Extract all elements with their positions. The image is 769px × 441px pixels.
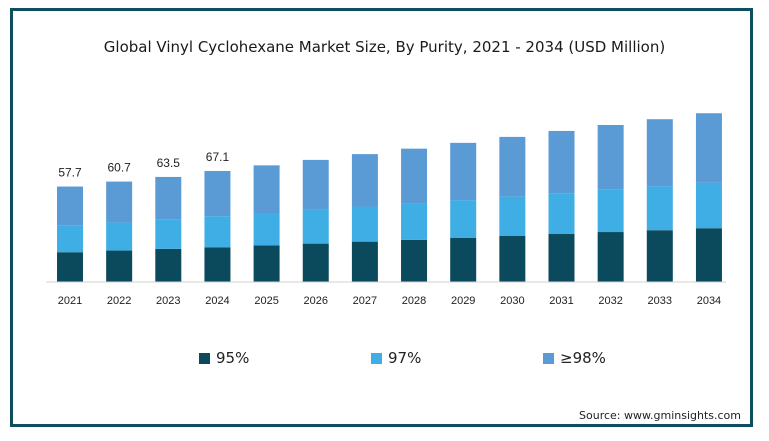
x-tick-2024: 2024 — [205, 295, 229, 307]
bar-2033-series-2 — [646, 119, 673, 187]
x-tick-2023: 2023 — [156, 295, 180, 307]
legend-item-98: ≥98% — [543, 349, 606, 367]
bar-2027-series-1 — [351, 206, 378, 242]
bar-2023-series-1 — [155, 219, 182, 249]
legend-swatch-97 — [371, 352, 382, 364]
bar-2031-series-2 — [548, 130, 575, 194]
legend-label-95: 95% — [216, 349, 250, 367]
bar-2028-series-2 — [401, 148, 428, 204]
legend-item-97: 97% — [371, 349, 421, 367]
bar-2023-series-2 — [155, 176, 182, 220]
bar-2021-series-2 — [57, 186, 83, 226]
total-label-2022: 60.7 — [107, 161, 131, 175]
bar-2033-series-0 — [646, 230, 673, 282]
x-tick-2028: 2028 — [402, 295, 426, 307]
bar-2021-series-0 — [57, 252, 83, 282]
bar-2025-series-2 — [253, 165, 280, 214]
bar-2023-series-0 — [155, 248, 182, 282]
legend-label-97: 97% — [388, 349, 422, 367]
bar-2032-series-0 — [597, 232, 624, 282]
chart-title: Global Vinyl Cyclohexane Market Size, By… — [103, 38, 666, 56]
x-tick-2031: 2031 — [549, 295, 573, 307]
bar-2026-series-0 — [302, 243, 329, 282]
bar-2027-series-0 — [351, 241, 378, 282]
legend-swatch-95 — [199, 352, 210, 364]
bar-2031-series-0 — [548, 234, 575, 282]
bar-2030-series-0 — [499, 236, 526, 282]
bar-2034-series-2 — [695, 113, 722, 183]
bar-2024-series-1 — [204, 216, 231, 248]
x-tick-2022: 2022 — [107, 295, 131, 307]
bar-2028-series-0 — [401, 239, 428, 282]
x-tick-2029: 2029 — [451, 295, 475, 307]
x-tick-2027: 2027 — [353, 295, 377, 307]
legend-swatch-98 — [543, 352, 554, 364]
x-tick-2033: 2033 — [648, 295, 672, 307]
x-tick-2021: 2021 — [58, 295, 82, 307]
total-label-2021: 57.7 — [58, 166, 82, 180]
total-label-2023: 63.5 — [157, 156, 181, 170]
bar-2022-series-2 — [106, 181, 133, 223]
bar-2022-series-1 — [106, 222, 133, 251]
bar-2034-series-0 — [695, 228, 722, 282]
total-label-2024: 67.1 — [206, 150, 230, 164]
source-note: Source: www.gminsights.com — [579, 409, 741, 422]
bar-2032-series-2 — [597, 124, 624, 190]
bar-2026-series-1 — [302, 209, 329, 244]
bar-2030-series-2 — [499, 136, 526, 197]
bar-2022-series-0 — [106, 250, 133, 282]
bar-2027-series-2 — [351, 154, 378, 207]
bar-2029-series-2 — [450, 142, 477, 201]
bar-2032-series-1 — [597, 189, 624, 233]
bar-2024-series-0 — [204, 247, 231, 282]
bar-2029-series-1 — [450, 200, 477, 238]
bar-2028-series-1 — [401, 203, 428, 240]
legend-label-98: ≥98% — [560, 349, 606, 367]
bar-2024-series-2 — [204, 170, 231, 217]
x-tick-2034: 2034 — [697, 295, 721, 307]
bar-2034-series-1 — [695, 182, 722, 229]
bar-2031-series-1 — [548, 193, 575, 235]
bar-2021-series-1 — [57, 225, 83, 253]
bar-2026-series-2 — [302, 159, 329, 210]
legend-item-95: 95% — [199, 349, 249, 367]
x-tick-2026: 2026 — [304, 295, 328, 307]
bar-2029-series-0 — [450, 237, 477, 282]
x-tick-2032: 2032 — [598, 295, 622, 307]
x-tick-2030: 2030 — [500, 295, 524, 307]
bar-2025-series-1 — [253, 213, 280, 246]
legend: 95% 97% ≥98% — [0, 349, 769, 371]
bar-2033-series-1 — [646, 186, 673, 231]
bar-2030-series-1 — [499, 196, 526, 237]
bar-2025-series-0 — [253, 245, 280, 282]
x-tick-2025: 2025 — [254, 295, 278, 307]
